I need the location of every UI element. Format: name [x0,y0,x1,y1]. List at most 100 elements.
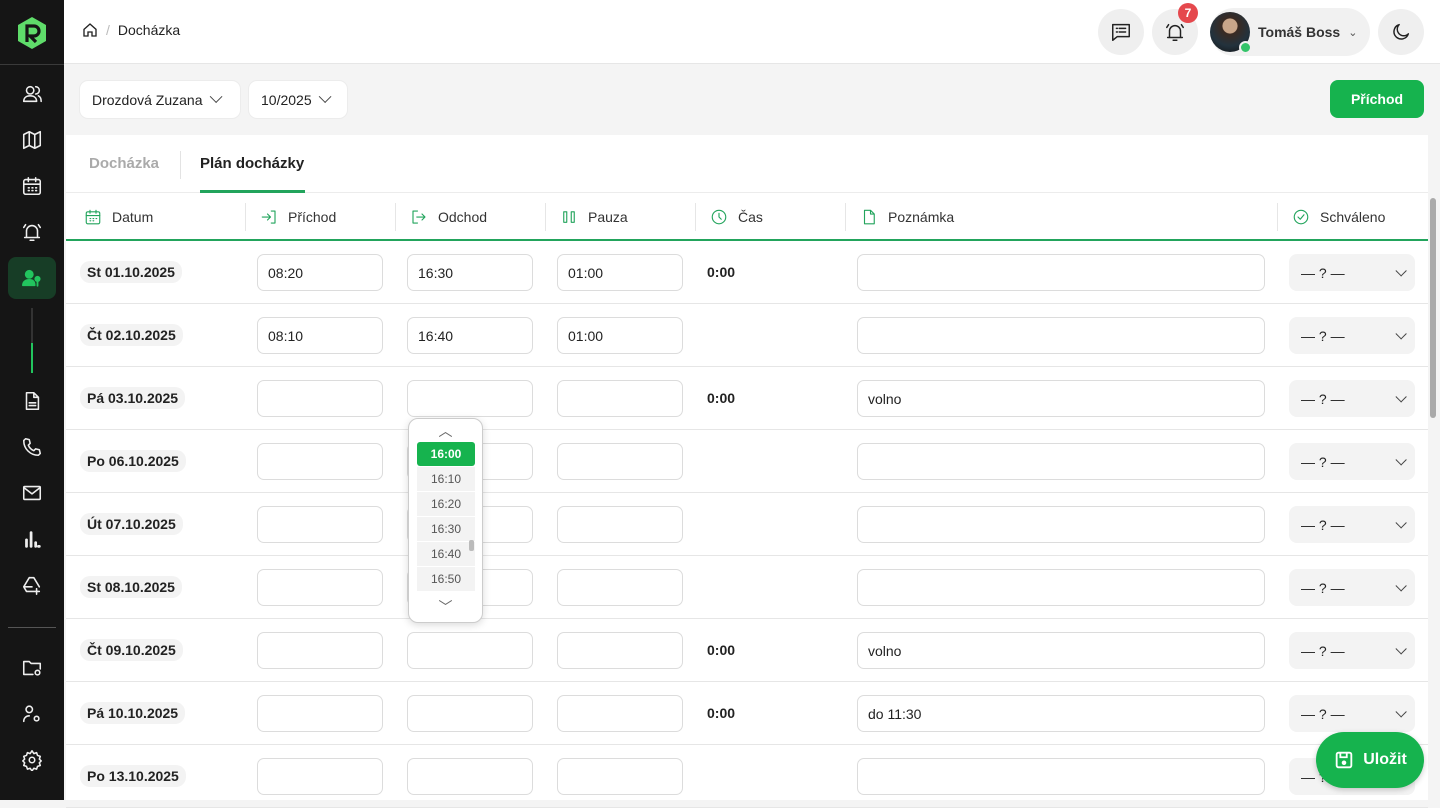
time-option[interactable]: 16:40 [417,542,475,566]
approval-select[interactable]: — ? — [1289,380,1415,417]
chevron-down-icon [209,90,222,104]
note-input[interactable] [857,758,1265,795]
table-row: Út 07.10.2025 — ? — [66,493,1428,556]
row-date: Čt 09.10.2025 [80,639,183,661]
tab-attendance[interactable]: Docházka [89,155,160,172]
approval-select-value: — ? — [1301,642,1345,659]
arrival-input[interactable]: 08:10 [257,317,383,354]
pause-input[interactable] [557,758,683,795]
pause-input[interactable] [557,569,683,606]
sidebar-item-alarms[interactable] [8,211,56,253]
approval-select[interactable]: — ? — [1289,569,1415,606]
chevron-down-icon[interactable]: ﹀ [438,599,453,615]
approval-select[interactable]: — ? — [1289,506,1415,543]
arrival-button[interactable]: Příchod [1330,80,1424,118]
online-status-dot [1239,41,1252,54]
time-option[interactable]: 16:10 [417,467,475,491]
arrival-input[interactable] [257,695,383,732]
arrival-input[interactable] [257,443,383,480]
column-departure-label: Odchod [438,208,488,225]
sidebar-item-folder-settings[interactable] [8,647,56,689]
departure-input[interactable] [407,758,533,795]
sidebar-item-documents[interactable] [8,380,56,422]
time-picker-scrollbar[interactable] [469,540,474,551]
note-input[interactable] [857,569,1265,606]
home-icon[interactable] [82,22,98,38]
chevron-up-icon[interactable]: ︿ [438,423,453,439]
chevron-down-icon [1395,642,1407,655]
pause-input[interactable] [557,506,683,543]
time-option[interactable]: 16:30 [417,517,475,541]
departure-input[interactable]: 16:30 [407,254,533,291]
map-icon [22,130,42,150]
row-date: Čt 02.10.2025 [80,324,183,346]
chevron-down-icon [318,90,332,104]
note-input[interactable]: volno [857,632,1265,669]
note-input[interactable] [857,443,1265,480]
sidebar-item-user-settings[interactable] [8,693,56,735]
arrival-input[interactable] [257,758,383,795]
arrival-input[interactable]: 08:20 [257,254,383,291]
sidebar-item-mail[interactable] [8,472,56,514]
sidebar-item-calendar[interactable] [8,165,56,207]
save-button[interactable]: Uložit [1316,732,1424,788]
table-row: Čt 09.10.2025 0:00 volno — ? — [66,619,1428,682]
arrival-input[interactable] [257,632,383,669]
chevron-down-icon [1395,327,1407,340]
approval-select[interactable]: — ? — [1289,317,1415,354]
sidebar-item-settings[interactable] [8,739,56,781]
employee-select[interactable]: Drozdová Zuzana [80,81,240,118]
attendance-card: Docházka Plán docházky Datum Příchod Odc… [66,135,1428,808]
arrival-input[interactable] [257,380,383,417]
approval-select[interactable]: — ? — [1289,443,1415,480]
row-date: Pá 10.10.2025 [80,702,186,724]
sidebar-item-map[interactable] [8,119,56,161]
approval-select-value: — ? — [1301,390,1345,407]
mail-icon [22,485,42,501]
tab-attendance-plan[interactable]: Plán docházky [200,155,305,172]
pause-input[interactable] [557,443,683,480]
approval-select[interactable]: — ? — [1289,254,1415,291]
time-option[interactable]: 16:50 [417,567,475,591]
theme-toggle-button[interactable] [1378,9,1424,55]
note-input[interactable]: do 11:30 [857,695,1265,732]
sidebar-item-add-drive[interactable] [8,564,56,606]
departure-input[interactable]: 16:40 [407,317,533,354]
pause-input[interactable] [557,632,683,669]
pause-input[interactable] [557,695,683,732]
column-arrival: Příchod [260,194,336,239]
pause-input[interactable]: 01:00 [557,317,683,354]
avatar [1210,12,1252,54]
sidebar-item-attendance[interactable] [8,257,56,299]
approval-select-value: — ? — [1301,453,1345,470]
departure-input[interactable] [407,380,533,417]
time-option[interactable]: 16:00 [417,442,475,466]
note-input[interactable] [857,254,1265,291]
messages-button[interactable] [1098,9,1144,55]
pause-input[interactable]: 01:00 [557,254,683,291]
row-date: Po 06.10.2025 [80,450,186,472]
note-input[interactable] [857,506,1265,543]
message-list-icon [1112,23,1130,41]
time-option[interactable]: 16:20 [417,492,475,516]
month-select[interactable]: 10/2025 [249,81,347,118]
note-input[interactable] [857,317,1265,354]
notifications-button[interactable]: 7 [1152,3,1198,55]
logo-icon[interactable] [16,16,48,50]
user-menu[interactable]: Tomáš Boss ⌄ [1210,8,1370,56]
table-row: St 08.10.2025 — ? — [66,556,1428,619]
approval-select[interactable]: — ? — [1289,632,1415,669]
note-input[interactable]: volno [857,380,1265,417]
sidebar [0,0,64,800]
departure-input[interactable] [407,632,533,669]
approval-select[interactable]: — ? — [1289,695,1415,732]
arrival-input[interactable] [257,569,383,606]
sidebar-item-stats[interactable] [8,518,56,560]
row-date: St 08.10.2025 [80,576,182,598]
pause-input[interactable] [557,380,683,417]
departure-input[interactable] [407,695,533,732]
page-scrollbar[interactable] [1430,198,1436,418]
sidebar-item-users[interactable] [8,73,56,115]
sidebar-item-calls[interactable] [8,426,56,468]
arrival-input[interactable] [257,506,383,543]
